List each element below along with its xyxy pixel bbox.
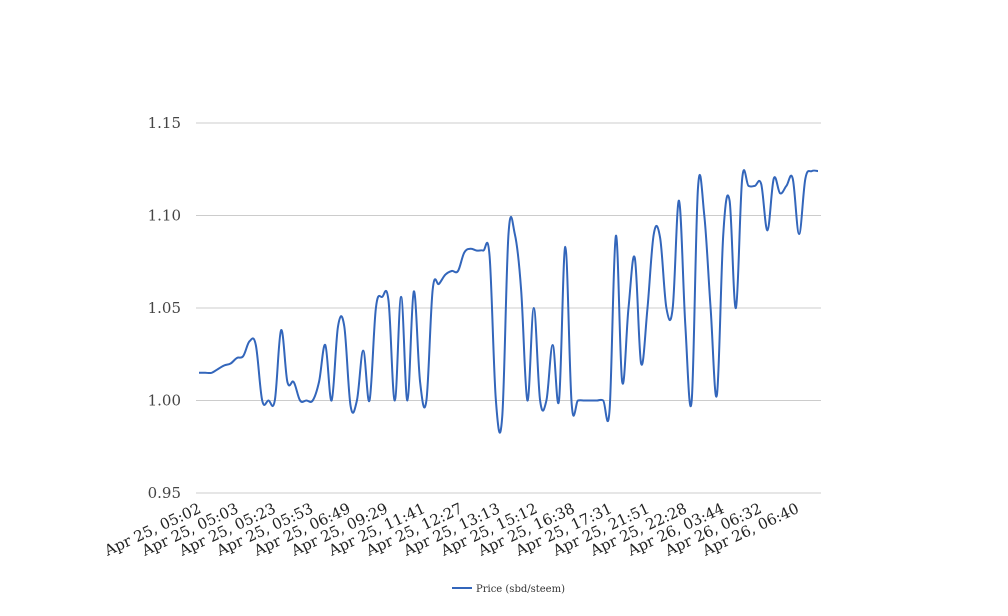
legend[interactable]: Price (sbd/steem) <box>452 584 565 595</box>
series-group <box>199 169 819 434</box>
y-tick-label: 1.15 <box>148 114 181 132</box>
y-tick-label: 1.00 <box>148 392 181 410</box>
y-tick-label: 1.05 <box>148 299 181 317</box>
gridlines <box>196 122 821 494</box>
y-axis-ticks: 1.15 1.10 1.05 1.00 0.95 <box>148 114 181 502</box>
y-tick-label: 1.10 <box>148 207 181 225</box>
y-tick-label: 0.95 <box>148 484 181 502</box>
legend-label: Price (sbd/steem) <box>476 584 565 595</box>
series-line-price <box>199 169 819 434</box>
